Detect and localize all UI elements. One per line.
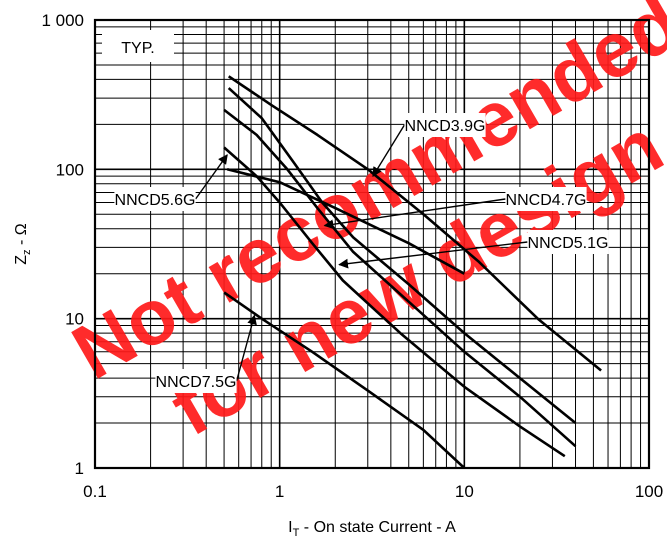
- typ-box: [102, 30, 174, 62]
- callout-label: NNCD5.6G: [115, 192, 196, 209]
- callout-box: [527, 230, 609, 254]
- callout-nncd7-5g: NNCD7.5G: [155, 314, 257, 393]
- series-lines: [223, 75, 602, 469]
- callout-box: [155, 369, 237, 393]
- x-tick-label: 10: [455, 482, 474, 501]
- y-tick-label: 100: [56, 160, 84, 179]
- callout-leader: [323, 198, 506, 230]
- y-tick-label: 1: [75, 459, 84, 478]
- plot-frame: [93, 18, 651, 470]
- typ-label: TYP.: [121, 40, 155, 57]
- x-tick-label: 100: [635, 482, 663, 501]
- y-tick-label: 10: [65, 310, 84, 329]
- callout-nncd5-1g: NNCD5.1G: [338, 230, 609, 269]
- callout-box: [505, 187, 587, 211]
- callout-leader: [338, 241, 528, 269]
- callout-leader: [195, 154, 228, 200]
- callout-nncd5-6g: NNCD5.6G: [114, 154, 228, 211]
- x-tick-label: 0.1: [83, 482, 107, 501]
- callout-box: [404, 113, 486, 137]
- series-line-nncd3-9g: [227, 75, 602, 372]
- x-axis-title: IT - On state Current - A: [288, 519, 456, 539]
- callouts: NNCD3.9G NNCD4.7G NNCD5.1G NNCD5.6G NNCD7.5G…: [102, 30, 609, 393]
- axes: 0.1 1 10 100 1 10 100 1 000 IT - On state Curren…: [13, 11, 663, 539]
- series-line-nncd5-1g: [223, 108, 577, 448]
- series-line-nncd7-5g: [223, 291, 466, 469]
- callout-label: NNCD3.9G: [405, 118, 486, 135]
- callout-label: NNCD4.7G: [506, 192, 587, 209]
- callout-box: [114, 187, 196, 211]
- typ-annotation: TYP.: [102, 30, 174, 62]
- y-axis-title: Zz - Ω: [13, 223, 33, 265]
- y-tick-label: 1 000: [41, 11, 84, 30]
- series-line-nncd4-7g: [227, 87, 577, 425]
- x-tick-label: 1: [275, 482, 284, 501]
- callout-label: NNCD5.1G: [528, 235, 609, 252]
- callout-nncd3-9g: NNCD3.9G: [372, 113, 486, 178]
- callout-label: NNCD7.5G: [156, 374, 237, 391]
- callout-leader: [372, 124, 405, 178]
- series-line-nncd5-6g: [223, 146, 566, 458]
- callout-nncd4-7g: NNCD4.7G: [323, 187, 587, 230]
- callout-leader: [235, 314, 257, 382]
